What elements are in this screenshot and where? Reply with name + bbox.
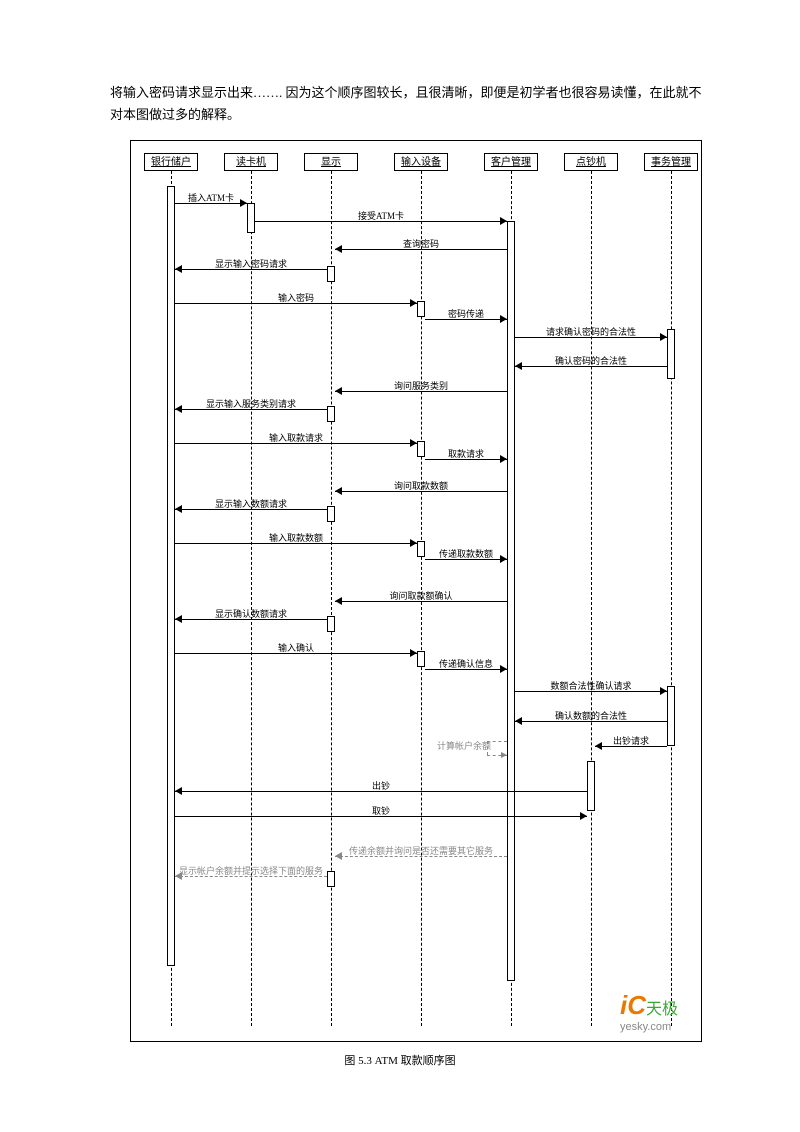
activation-bar: [507, 221, 515, 981]
lifeline-box: 银行储户: [144, 153, 198, 171]
message-label: 输入取款数额: [175, 531, 417, 544]
message-label: 传递确认信息: [425, 657, 507, 670]
message-label: 出钞: [175, 779, 587, 792]
activation-bar: [667, 686, 675, 746]
activation-bar: [587, 761, 595, 811]
message-label: 接受ATM卡: [255, 209, 507, 222]
message-label: 请求确认密码的合法性: [515, 325, 667, 338]
message-label: 询问服务类别: [335, 379, 507, 392]
activation-bar: [327, 506, 335, 522]
document-page: 将输入密码请求显示出来……. 因为这个顺序图较长，且很清晰，即便是初学者也很容易…: [0, 0, 800, 1132]
message-label: 取钞: [175, 804, 587, 817]
lifeline-box: 输入设备: [394, 153, 448, 171]
lifeline-box: 点钞机: [564, 153, 618, 171]
activation-bar: [327, 616, 335, 632]
activation-bar: [167, 186, 175, 966]
activation-bar: [327, 406, 335, 422]
lifeline-box: 客户管理: [484, 153, 538, 171]
activation-bar: [417, 301, 425, 317]
activation-bar: [327, 871, 335, 887]
message-label: 查询密码: [335, 237, 507, 250]
message-label: 显示输入数额请求: [175, 497, 327, 510]
message-label: 输入确认: [175, 641, 417, 654]
message-label: 显示输入服务类别请求: [175, 397, 327, 410]
message-label: 插入ATM卡: [175, 191, 247, 204]
message-label: 询问取款数额: [335, 479, 507, 492]
activation-bar: [417, 541, 425, 557]
message-label: 取款请求: [425, 447, 507, 460]
activation-bar: [327, 266, 335, 282]
activation-bar: [247, 203, 255, 233]
message-label: 显示确认数额请求: [175, 607, 327, 620]
watermark-domain: yesky.com: [620, 1021, 671, 1033]
activation-bar: [417, 651, 425, 667]
intro-paragraph: 将输入密码请求显示出来……. 因为这个顺序图较长，且很清晰，即便是初学者也很容易…: [110, 82, 710, 126]
activation-bar: [667, 329, 675, 379]
message-label: 数额合法性确认请求: [515, 679, 667, 692]
message-label: 出钞请求: [595, 734, 667, 747]
message-label: 询问取款额确认: [335, 589, 507, 602]
activation-bar: [417, 441, 425, 457]
lifeline: [671, 171, 672, 1026]
message-label: 密码传递: [425, 307, 507, 320]
lifeline-box: 读卡机: [224, 153, 278, 171]
message-label: 传递取款数额: [425, 547, 507, 560]
sequence-diagram: 银行储户 读卡机 显示 输入设备 客户管理 点钞机 事务管理插入ATM卡接受ATM卡查询密码…: [130, 140, 702, 1042]
message-label: 显示输入密码请求: [175, 257, 327, 270]
watermark-icon: iC: [620, 990, 646, 1020]
watermark: iC天极 yesky.com: [620, 990, 678, 1033]
message-label: 显示帐户余额并提示选择下面的服务: [175, 864, 327, 877]
message-label: 输入取款请求: [175, 431, 417, 444]
lifeline-box: 显示: [304, 153, 358, 171]
watermark-brand: 天极: [646, 1001, 678, 1018]
message-label: 确认数额的合法性: [515, 709, 667, 722]
message-label: 计算帐户余额: [437, 739, 491, 752]
message-label: 传递余额并询问是否还需要其它服务: [335, 844, 507, 857]
message-label: 输入密码: [175, 291, 417, 304]
figure-caption: 图 5.3 ATM 取款顺序图: [0, 1052, 800, 1068]
lifeline-box: 事务管理: [644, 153, 698, 171]
lifeline: [591, 171, 592, 1026]
message-label: 确认密码的合法性: [515, 354, 667, 367]
